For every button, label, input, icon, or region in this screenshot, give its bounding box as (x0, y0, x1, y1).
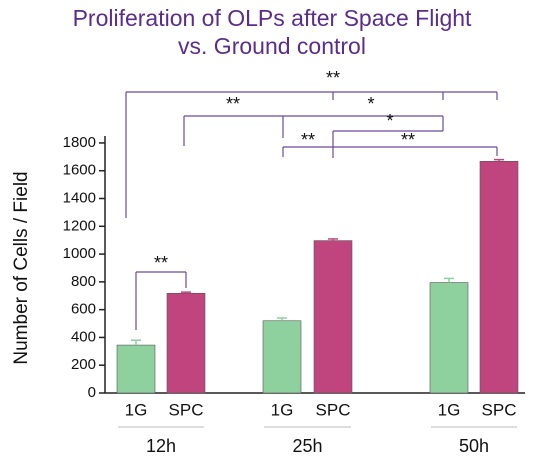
bar (116, 344, 156, 394)
x-tick-label: SPC (169, 400, 204, 419)
y-axis-label: Number of Cells / Field (11, 171, 32, 364)
bar (313, 240, 353, 394)
significance-label: * (386, 111, 393, 131)
bar (429, 282, 469, 394)
x-tick-label: 1G (271, 400, 294, 419)
significance-label: * (367, 94, 374, 114)
y-tick-label: 1200 (63, 217, 96, 234)
significance-label: ** (401, 130, 415, 150)
x-tick-label: 1G (438, 400, 461, 419)
significance-label: ** (301, 130, 315, 150)
y-tick-label: 1800 (63, 134, 96, 151)
y-tick-label: 400 (71, 328, 96, 345)
y-tick-label: 0 (88, 384, 96, 401)
significance-label: ** (226, 94, 240, 114)
y-tick-label: 200 (71, 356, 96, 373)
significance-label: ** (326, 68, 340, 88)
significance-label: ** (154, 253, 168, 273)
y-tick-label: 1000 (63, 245, 96, 262)
y-tick-label: 600 (71, 301, 96, 318)
bar (166, 292, 206, 394)
y-tick-label: 1600 (63, 162, 96, 179)
chart-title: Proliferation of OLPs after Space Flight (73, 5, 472, 31)
y-tick-label: 800 (71, 273, 96, 290)
chart-title: vs. Ground control (178, 33, 366, 59)
x-tick-label: SPC (316, 400, 351, 419)
group-label: 50h (459, 436, 489, 456)
x-tick-label: SPC (482, 400, 517, 419)
group-label: 25h (292, 436, 322, 456)
y-tick-label: 1400 (63, 189, 96, 206)
x-tick-label: 1G (125, 400, 148, 419)
bar (262, 320, 302, 394)
group-label: 12h (146, 436, 176, 456)
bar (479, 160, 519, 394)
